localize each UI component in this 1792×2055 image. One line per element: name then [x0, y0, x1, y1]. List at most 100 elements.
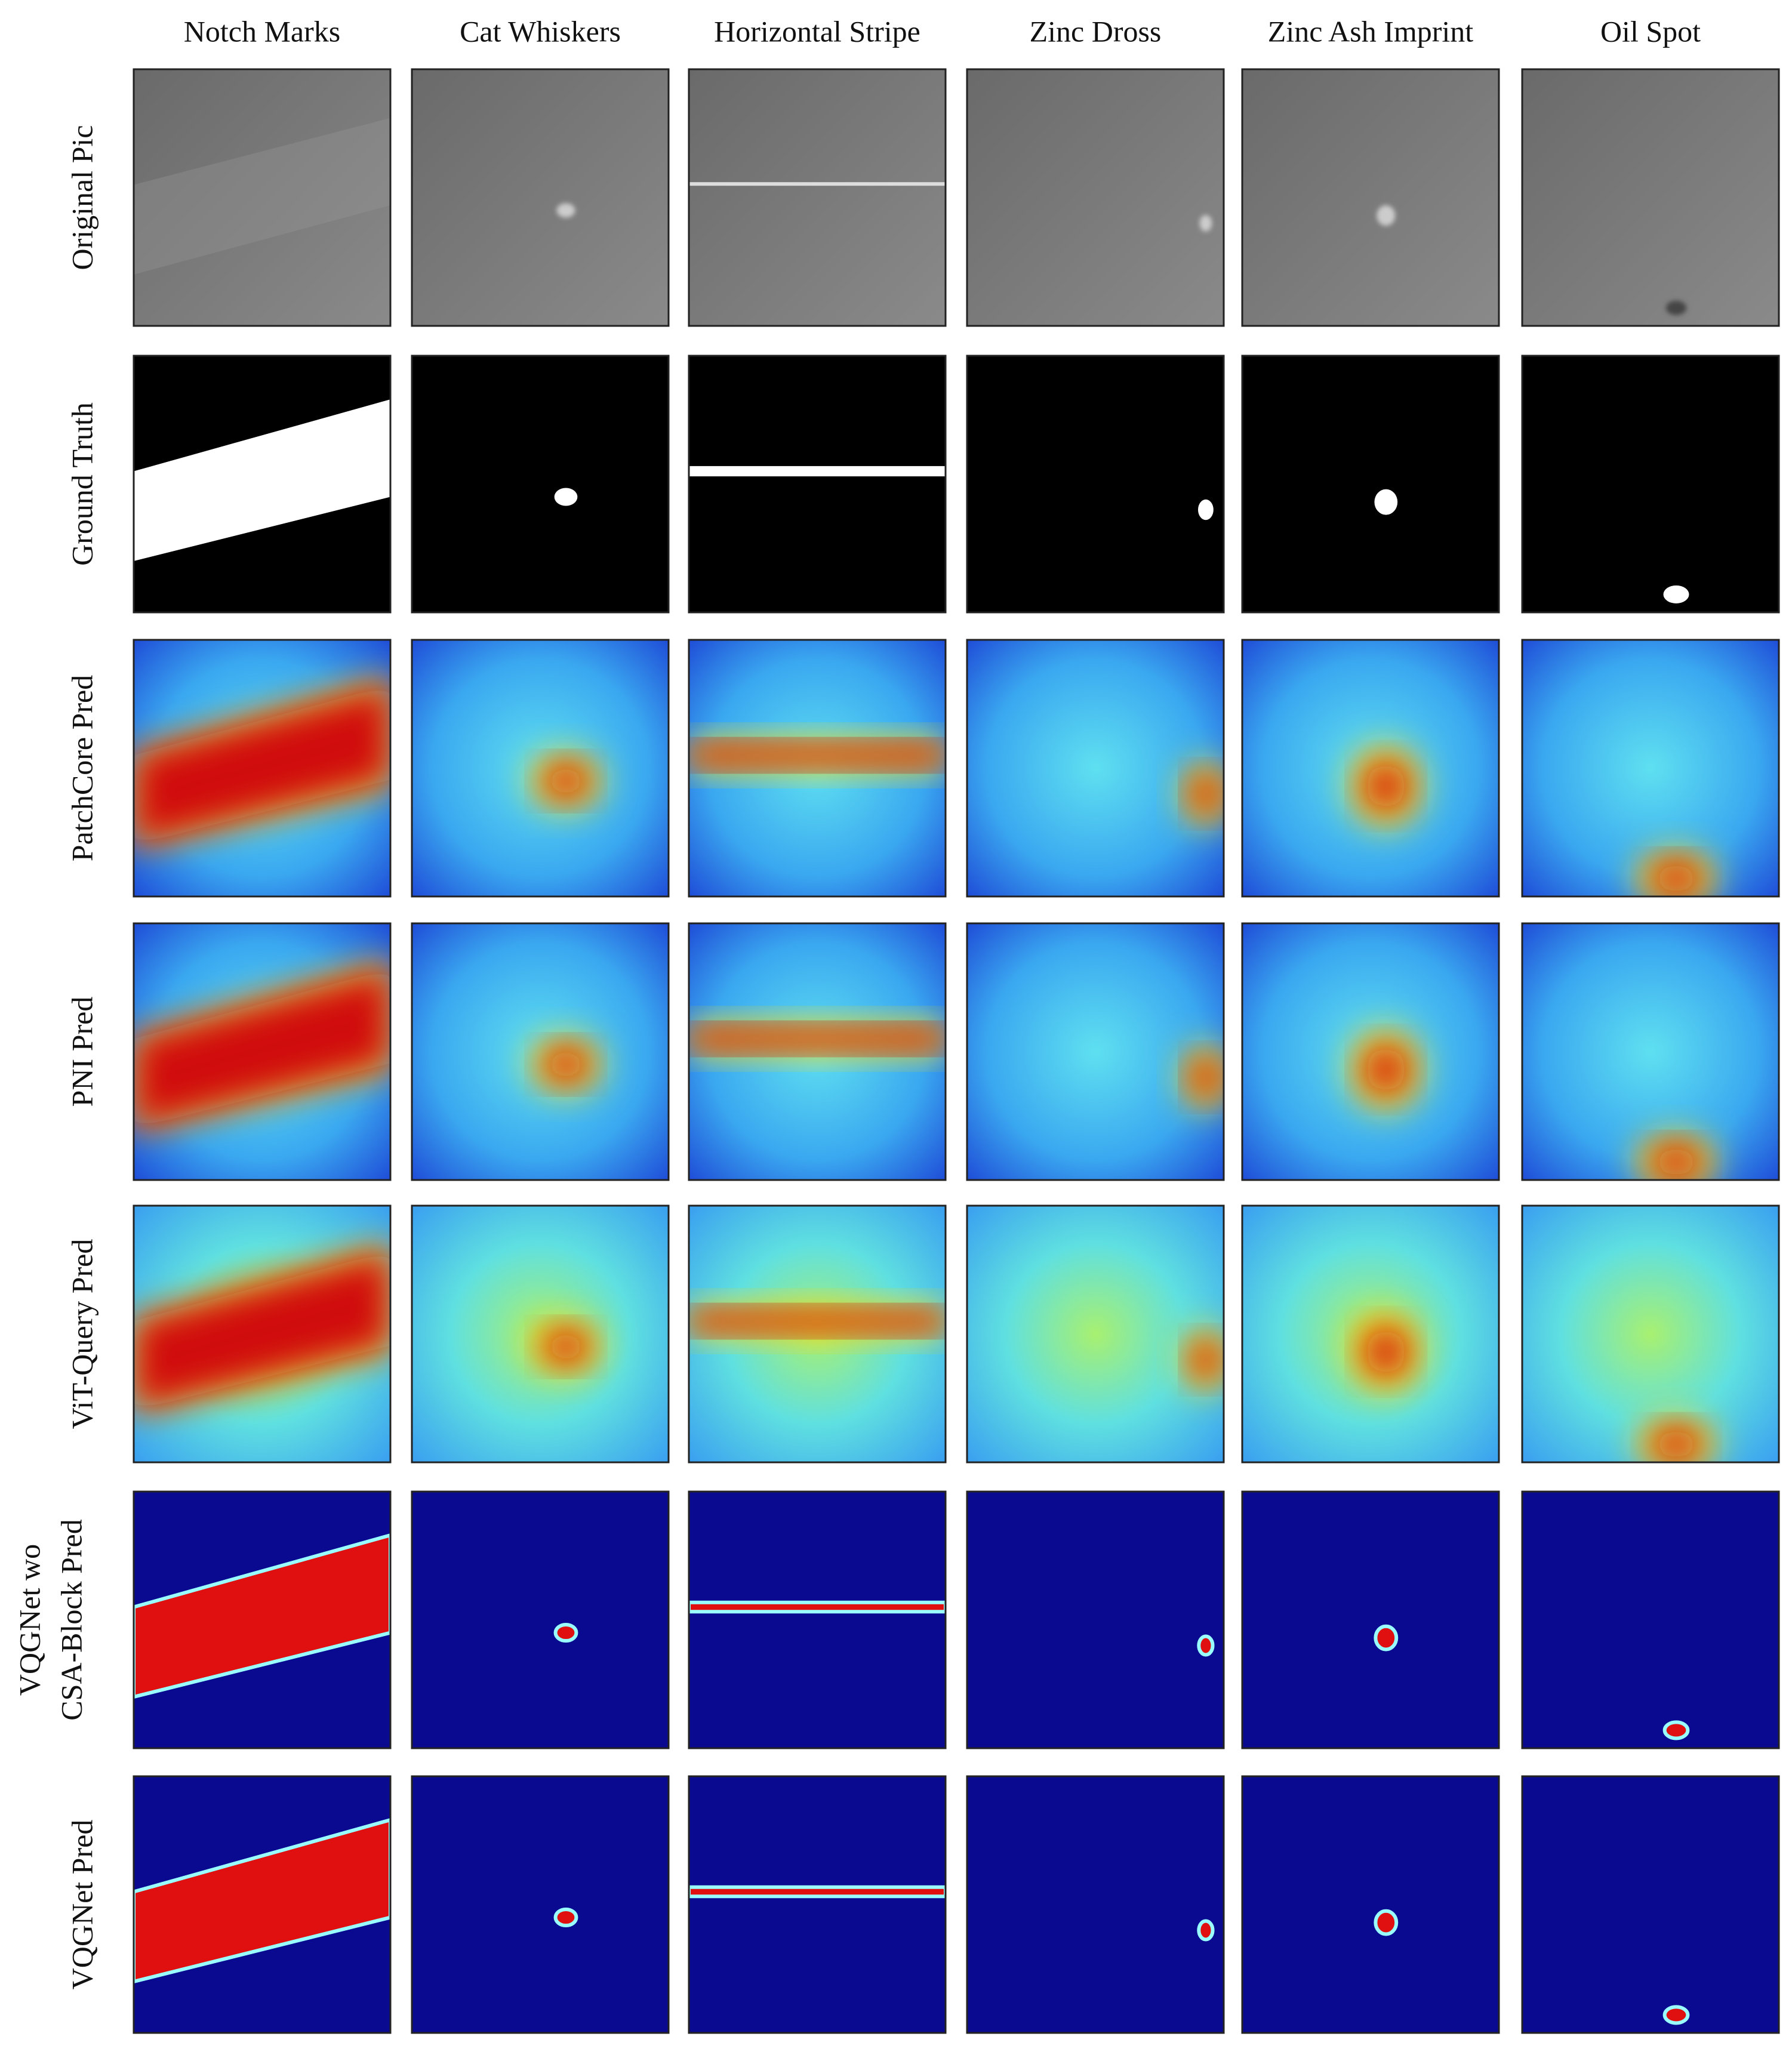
row-label: CSA-Block Pred — [54, 1519, 88, 1721]
heat-core — [1365, 763, 1407, 809]
tile-border — [966, 355, 1225, 614]
photo — [1242, 69, 1499, 326]
tile-border — [133, 639, 392, 898]
heat-core — [689, 1312, 946, 1330]
heat-core — [134, 1817, 390, 1984]
tile-border — [411, 1204, 670, 1464]
heat-core — [545, 1330, 587, 1363]
row-label: ViT-Query Pred — [65, 1239, 98, 1429]
image-tile — [967, 1206, 1224, 1462]
heat-core — [1653, 1145, 1699, 1178]
image-tile — [1242, 640, 1499, 896]
tile-border — [411, 922, 670, 1181]
mask-defect — [1663, 585, 1689, 603]
tile-border — [966, 68, 1225, 327]
image-tile — [134, 923, 390, 1180]
tile-border — [1521, 1490, 1780, 1749]
image-tile — [134, 1776, 390, 2033]
image-tile — [1522, 356, 1779, 612]
tile-border — [133, 68, 392, 327]
row-label: Original Pic — [65, 125, 98, 270]
column-label: Cat Whiskers — [460, 14, 621, 48]
heat-core — [553, 1907, 578, 1928]
heat-bg — [1522, 1206, 1779, 1462]
defect — [1665, 300, 1687, 315]
tile-border — [966, 922, 1225, 1181]
heat-core — [689, 746, 946, 765]
tile-border — [411, 355, 670, 614]
tile-border — [133, 922, 392, 1181]
image-tile — [1242, 69, 1499, 326]
tile-border — [1241, 639, 1500, 898]
image-tile — [689, 356, 946, 612]
tile-border — [411, 1775, 670, 2034]
mask-defect — [554, 488, 578, 506]
heat-bg — [1522, 1492, 1779, 1748]
defect — [1199, 215, 1212, 232]
heat-bg — [967, 1776, 1224, 2033]
heat-core — [1374, 1624, 1399, 1652]
tile-border — [411, 68, 670, 327]
tile-border — [133, 1204, 392, 1464]
tile-border — [1241, 68, 1500, 327]
heat-core — [545, 765, 587, 797]
tile-border — [1241, 1775, 1500, 2034]
tile-border — [1521, 639, 1780, 898]
image-tile — [689, 1776, 946, 2033]
heat-core — [1653, 1428, 1699, 1461]
heat-core — [689, 1885, 946, 1899]
image-tile — [412, 640, 669, 896]
heat-core — [134, 685, 390, 845]
heat-core — [1191, 775, 1220, 812]
heat-core — [1662, 1720, 1690, 1740]
tile-border — [1521, 1204, 1780, 1464]
mask-defect — [1374, 489, 1398, 515]
row-label: VQGNet Pred — [65, 1820, 98, 1990]
heat-bg — [689, 1776, 946, 2033]
mask-bg — [967, 356, 1224, 612]
image-tile — [412, 1492, 669, 1748]
image-tile — [1242, 1492, 1499, 1748]
photo — [134, 69, 390, 326]
photo — [689, 69, 946, 326]
image-tile — [134, 1492, 390, 1748]
defect — [689, 182, 946, 186]
heat-core — [1197, 1919, 1215, 1942]
heat-bg — [1242, 1776, 1499, 2033]
heat-bg — [967, 923, 1224, 1180]
image-tile — [134, 356, 390, 612]
column-label: Oil Spot — [1600, 14, 1701, 48]
defect — [556, 203, 575, 218]
image-tile — [412, 1206, 669, 1462]
heat-core — [1653, 862, 1699, 895]
heat-core — [1365, 1046, 1407, 1093]
tile-border — [1521, 1775, 1780, 2034]
tile-border — [966, 1775, 1225, 2034]
heat-bg — [412, 1776, 669, 2033]
tile-border — [688, 639, 947, 898]
tile-border — [688, 1204, 947, 1464]
tile-border — [133, 355, 392, 614]
image-tile — [689, 1492, 946, 1748]
heat-core — [1662, 2005, 1690, 2025]
image-tile — [689, 69, 946, 326]
image-tile — [1522, 1492, 1779, 1748]
mask-defect — [134, 399, 390, 561]
heat-bg — [967, 1492, 1224, 1748]
column-label: Notch Marks — [184, 14, 340, 48]
tile-border — [411, 1490, 670, 1749]
tile-border — [133, 1490, 392, 1749]
heat-core — [1191, 1341, 1220, 1378]
tile-border — [1241, 355, 1500, 614]
heat-bg — [689, 1492, 946, 1748]
image-tile — [134, 69, 390, 326]
row-label: PatchCore Pred — [65, 675, 98, 861]
heat-bg — [1242, 1492, 1499, 1748]
column-label: Zinc Ash Imprint — [1268, 14, 1474, 48]
column-label: Zinc Dross — [1030, 14, 1162, 48]
image-tile — [1522, 1776, 1779, 2033]
image-tile — [967, 356, 1224, 612]
image-tile — [1242, 1206, 1499, 1462]
